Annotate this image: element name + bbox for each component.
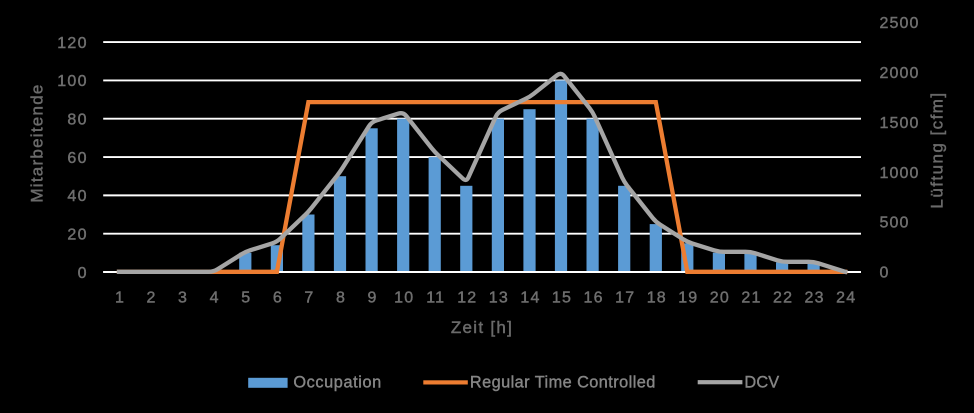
- svg-text:20: 20: [67, 227, 87, 244]
- svg-text:22: 22: [773, 290, 793, 307]
- svg-text:16: 16: [583, 290, 603, 307]
- svg-text:8: 8: [336, 290, 346, 307]
- svg-text:1: 1: [115, 290, 125, 307]
- svg-text:Zeit [h]: Zeit [h]: [451, 318, 513, 337]
- svg-text:11: 11: [426, 290, 445, 307]
- svg-text:24: 24: [836, 290, 856, 307]
- svg-text:Regular Time Controlled: Regular Time Controlled: [470, 374, 656, 392]
- svg-text:0: 0: [880, 265, 890, 282]
- svg-text:5: 5: [241, 290, 251, 307]
- svg-text:Lüftung [cfm]: Lüftung [cfm]: [928, 91, 947, 208]
- svg-text:13: 13: [489, 290, 509, 307]
- svg-text:17: 17: [615, 290, 635, 307]
- svg-text:500: 500: [880, 215, 910, 232]
- svg-text:21: 21: [741, 290, 761, 307]
- svg-text:3: 3: [178, 290, 188, 307]
- svg-text:Mitarbeitende: Mitarbeitende: [27, 83, 46, 202]
- svg-text:7: 7: [304, 290, 314, 307]
- svg-text:20: 20: [710, 290, 730, 307]
- svg-text:2: 2: [147, 290, 157, 307]
- svg-text:100: 100: [57, 73, 88, 90]
- svg-text:19: 19: [678, 290, 698, 307]
- svg-text:80: 80: [67, 112, 87, 129]
- svg-text:1000: 1000: [880, 165, 920, 182]
- svg-text:2000: 2000: [880, 65, 920, 82]
- svg-text:10: 10: [394, 290, 414, 307]
- svg-text:2500: 2500: [880, 15, 920, 32]
- svg-text:12: 12: [457, 290, 477, 307]
- svg-text:18: 18: [647, 290, 667, 307]
- svg-text:60: 60: [67, 150, 87, 167]
- svg-text:40: 40: [67, 188, 87, 205]
- svg-text:120: 120: [57, 35, 88, 52]
- svg-text:9: 9: [368, 290, 378, 307]
- svg-text:23: 23: [804, 290, 824, 307]
- svg-text:15: 15: [552, 290, 572, 307]
- svg-text:0: 0: [78, 265, 88, 282]
- svg-text:DCV: DCV: [744, 374, 779, 392]
- svg-text:14: 14: [520, 290, 540, 307]
- svg-text:6: 6: [273, 290, 283, 307]
- svg-text:4: 4: [210, 290, 220, 307]
- svg-text:1500: 1500: [880, 115, 920, 132]
- svg-text:Occupation: Occupation: [293, 374, 381, 392]
